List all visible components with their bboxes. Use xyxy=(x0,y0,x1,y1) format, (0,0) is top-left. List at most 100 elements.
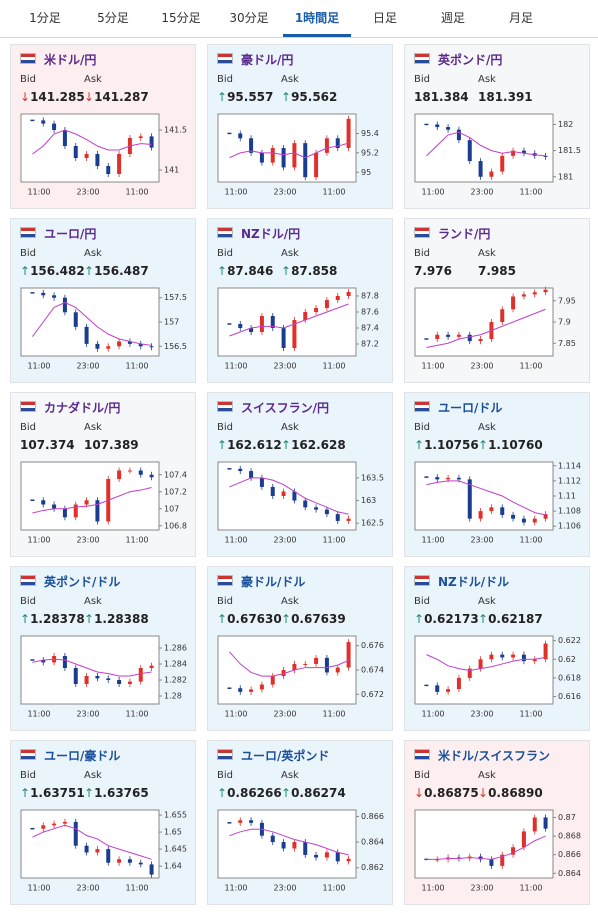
ask-value: ↑0.86274 xyxy=(281,786,346,800)
pair-name[interactable]: 豪ドル/円 xyxy=(241,53,294,67)
card-title[interactable]: ランド/円 xyxy=(414,225,490,242)
candle xyxy=(106,678,111,680)
tab[interactable]: 月足 xyxy=(508,11,533,25)
card-title[interactable]: 豪ドル/ドル xyxy=(217,573,305,590)
pair-name[interactable]: 米ドル/円 xyxy=(44,53,97,67)
card-title[interactable]: 豪ドル/円 xyxy=(217,51,293,68)
candle xyxy=(84,326,89,344)
trend-arrow: ↓ xyxy=(478,786,489,800)
card-title[interactable]: ユーロ/ドル xyxy=(414,399,502,416)
bid-value: ↓0.86875 xyxy=(414,786,479,800)
trend-arrow: ↑ xyxy=(281,438,292,452)
pair-name[interactable]: 英ポンド/ドル xyxy=(44,575,121,589)
candle xyxy=(346,518,351,521)
card-title[interactable]: スイスフラン/円 xyxy=(217,399,329,416)
y-tick-label: 157.5 xyxy=(164,293,187,302)
y-tick-label: 95 xyxy=(361,168,371,177)
pair-name[interactable]: 英ポンド/円 xyxy=(438,53,503,67)
x-tick-label: 23:00 xyxy=(76,188,99,197)
tab[interactable]: 1時間足 xyxy=(283,0,351,37)
tab[interactable]: 15分足 xyxy=(161,11,201,25)
candle xyxy=(117,470,122,479)
y-tick-label: 1.28 xyxy=(164,692,182,701)
y-tick-label: 1.645 xyxy=(164,845,187,854)
price-chart: 1.114 1.112 1.11 1.108 1.106 11:00 23:00 11:00 xyxy=(414,461,581,545)
candle xyxy=(138,343,143,347)
pair-name[interactable]: スイスフラン/円 xyxy=(241,401,330,415)
x-tick-label: 23:00 xyxy=(273,536,296,545)
plot-area xyxy=(20,635,160,705)
plot-area xyxy=(217,809,357,879)
pair-name[interactable]: 豪ドル/ドル xyxy=(241,575,306,589)
tab[interactable]: 1分足 xyxy=(29,11,61,25)
card-title[interactable]: 米ドル/スイスフラン xyxy=(414,747,550,764)
candle xyxy=(500,854,505,866)
moving-average xyxy=(32,302,152,346)
candle xyxy=(41,120,46,124)
candle xyxy=(543,155,548,157)
ask-price: 7.985 xyxy=(478,264,516,278)
tab[interactable]: 30分足 xyxy=(229,11,269,25)
candle xyxy=(314,308,319,312)
quote-card: スイスフラン/円 Bid Ask ↑162.612 ↑162.628 163.5 163 16… xyxy=(207,392,393,557)
card-title[interactable]: 英ポンド/ドル xyxy=(20,573,120,590)
trend-arrow: ↑ xyxy=(414,438,425,452)
candle xyxy=(511,654,516,658)
candle xyxy=(346,118,351,148)
pair-name[interactable]: カナダドル/円 xyxy=(44,401,121,415)
trend-arrow: ↑ xyxy=(281,786,292,800)
x-tick-label: 11:00 xyxy=(125,362,148,371)
card-title[interactable]: NZドル/円 xyxy=(217,225,300,242)
card-title[interactable]: カナダドル/円 xyxy=(20,399,120,416)
candle xyxy=(489,507,494,512)
pair-name[interactable]: ユーロ/英ポンド xyxy=(241,749,330,763)
candle xyxy=(117,154,122,174)
tab[interactable]: 週足 xyxy=(440,11,465,25)
candle xyxy=(281,491,286,496)
card-title[interactable]: ユーロ/豪ドル xyxy=(20,747,120,764)
pair-name[interactable]: NZドル/円 xyxy=(241,227,301,241)
tab[interactable]: 5分足 xyxy=(97,11,129,25)
y-tick-label: 87.4 xyxy=(361,324,379,333)
price-chart: 163.5 163 162.5 11:00 23:00 11:00 xyxy=(217,461,384,545)
tab[interactable]: 日足 xyxy=(372,11,397,25)
pair-name[interactable]: 米ドル/スイスフラン xyxy=(438,749,551,763)
y-tick-label: 141.5 xyxy=(164,126,187,135)
flag-icon xyxy=(217,575,233,586)
ask-label: Ask xyxy=(84,74,102,85)
ask-label: Ask xyxy=(84,422,102,433)
card-title[interactable]: ユーロ/英ポンド xyxy=(217,747,329,764)
card-title[interactable]: ユーロ/円 xyxy=(20,225,96,242)
candle xyxy=(292,842,297,849)
x-tick-label: 11:00 xyxy=(421,536,444,545)
plot-area xyxy=(20,113,160,183)
pair-name[interactable]: ユーロ/ドル xyxy=(438,401,503,415)
plot-area xyxy=(414,809,554,879)
candle xyxy=(303,312,308,320)
ask-price: 1.28388 xyxy=(94,612,149,626)
candle xyxy=(62,508,67,518)
x-tick-label: 11:00 xyxy=(27,536,50,545)
candle xyxy=(446,477,451,480)
candle xyxy=(41,500,46,505)
candle xyxy=(52,504,57,509)
ask-label: Ask xyxy=(478,74,496,85)
candle xyxy=(270,148,275,163)
pair-name[interactable]: ユーロ/豪ドル xyxy=(44,749,121,763)
bid-value: ↑1.63751 xyxy=(20,786,85,800)
candle xyxy=(478,161,483,177)
card-title[interactable]: NZドル/ドル xyxy=(414,573,509,590)
quote-card: 米ドル/円 Bid Ask ↓141.285 ↓141.287 141.5 141 11:00… xyxy=(10,44,196,209)
pair-name[interactable]: NZドル/ドル xyxy=(438,575,510,589)
pair-name[interactable]: ランド/円 xyxy=(438,227,491,241)
candle xyxy=(95,849,100,853)
bid-price: 1.28378 xyxy=(30,612,85,626)
card-title[interactable]: 英ポンド/円 xyxy=(414,51,502,68)
pair-name[interactable]: ユーロ/円 xyxy=(44,227,97,241)
candle xyxy=(73,312,78,327)
candle xyxy=(435,477,440,480)
card-title[interactable]: 米ドル/円 xyxy=(20,51,96,68)
candle xyxy=(303,143,308,178)
candle xyxy=(117,341,122,347)
price-chart: 1.286 1.284 1.282 1.28 11:00 23:00 11:00 xyxy=(20,635,187,719)
